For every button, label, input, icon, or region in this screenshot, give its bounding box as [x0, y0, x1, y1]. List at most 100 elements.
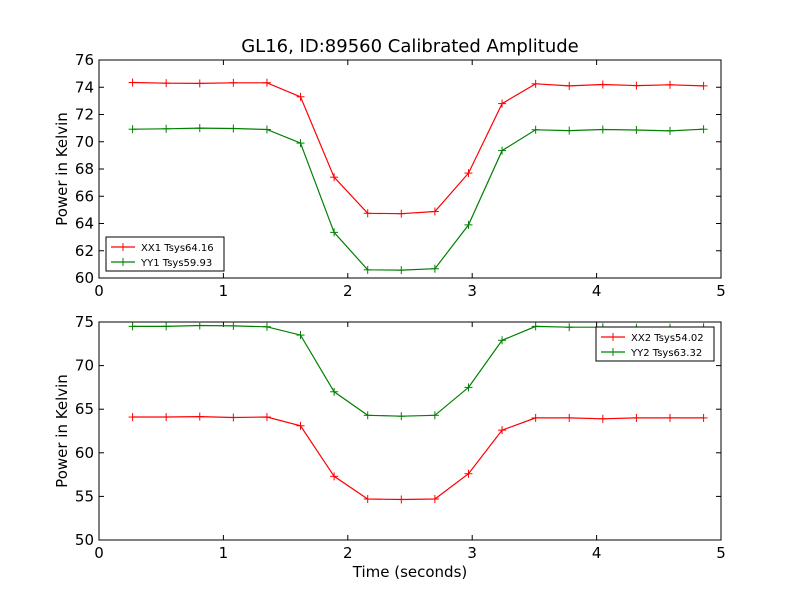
data-point: [128, 322, 137, 331]
data-point: [397, 412, 406, 421]
data-point: [598, 80, 607, 89]
legend-entry: YY2 Tsys63.32: [601, 348, 702, 359]
data-point: [296, 421, 305, 430]
top-panel: 0 1 2 3 4 5 60 62 64 66 68 70 72 74 76 Power in Kelvin X…: [53, 51, 726, 300]
data-point: [531, 79, 540, 88]
chart-title: GL16, ID:89560 Calibrated Amplitude: [241, 36, 579, 57]
data-point: [195, 124, 204, 133]
y-tick-label: 76: [75, 51, 94, 69]
data-point: [162, 79, 171, 88]
x-tick-label: 5: [716, 544, 726, 562]
data-point: [397, 209, 406, 218]
data-point: [430, 495, 439, 504]
legend: XX1 Tsys64.16 YY1 Tsys59.93: [105, 236, 225, 272]
y-tick-label: 65: [75, 400, 94, 418]
x-tick-label: 5: [716, 282, 726, 300]
data-point: [296, 139, 305, 148]
y-tick-label: 68: [75, 160, 94, 178]
y-tick-label: 70: [75, 133, 94, 151]
data-point: [430, 411, 439, 420]
plot-frame: [98, 321, 722, 541]
data-point: [363, 265, 372, 274]
data-point: [296, 331, 305, 340]
series-line: [132, 415, 704, 501]
x-tick-label: 4: [592, 282, 602, 300]
data-point: [430, 264, 439, 273]
data-point: [464, 220, 473, 229]
data-point: [464, 169, 473, 178]
y-tick-label: 50: [75, 531, 94, 549]
data-point: [498, 426, 507, 435]
data-point: [531, 413, 540, 422]
series-line: [132, 127, 704, 271]
x-axis-label: Time (seconds): [352, 563, 468, 581]
data-point: [162, 413, 171, 422]
data-point: [531, 322, 540, 331]
data-point: [397, 495, 406, 504]
data-point: [699, 81, 708, 90]
legend-box: [105, 236, 225, 272]
data-point: [262, 78, 271, 87]
data-point: [565, 81, 574, 90]
data-point: [229, 124, 238, 133]
data-point: [498, 336, 507, 345]
y-tick-label: 75: [75, 313, 94, 331]
data-point: [632, 81, 641, 90]
legend: XX2 Tsys54.02 YY2 Tsys63.32: [595, 326, 715, 362]
x-tick-label: 3: [467, 282, 477, 300]
x-tick-label: 1: [219, 544, 229, 562]
y-tick-label: 72: [75, 106, 94, 124]
legend-entry: YY1 Tsys59.93: [111, 258, 212, 269]
y-tick-label: 60: [75, 444, 94, 462]
data-point: [195, 79, 204, 88]
series-line: [132, 81, 704, 215]
data-point: [229, 321, 238, 330]
y-tick-label: 64: [75, 215, 94, 233]
y-tick-label: 70: [75, 357, 94, 375]
data-point: [699, 125, 708, 134]
x-tick-label: 0: [94, 282, 104, 300]
x-tick-label: 2: [343, 282, 353, 300]
legend-box: [595, 326, 715, 362]
data-point: [330, 173, 339, 182]
data-point: [632, 126, 641, 135]
legend-label: YY2 Tsys63.32: [630, 348, 702, 359]
legend-entry: XX2 Tsys54.02: [601, 333, 704, 344]
data-point: [330, 228, 339, 237]
data-point: [531, 125, 540, 134]
legend-entry: XX1 Tsys64.16: [111, 243, 214, 254]
y-tick-label: 55: [75, 487, 94, 505]
legend-label: XX1 Tsys64.16: [141, 243, 214, 254]
data-point: [430, 207, 439, 216]
data-point: [498, 99, 507, 108]
data-point: [565, 323, 574, 332]
data-point: [397, 266, 406, 275]
data-point: [699, 413, 708, 422]
data-point: [632, 413, 641, 422]
x-tick-label: 2: [343, 544, 353, 562]
data-point: [262, 413, 271, 422]
data-point: [464, 383, 473, 392]
data-point: [296, 92, 305, 101]
data-point: [665, 413, 674, 422]
data-point: [565, 413, 574, 422]
data-point: [330, 472, 339, 481]
data-point: [229, 78, 238, 87]
data-point: [598, 414, 607, 423]
legend-label: YY1 Tsys59.93: [140, 258, 212, 269]
data-point: [195, 412, 204, 421]
legend-label: XX2 Tsys54.02: [631, 333, 704, 344]
data-point: [195, 321, 204, 330]
data-point: [598, 125, 607, 134]
y-tick-label: 60: [75, 269, 94, 287]
y-tick-label: 62: [75, 242, 94, 260]
y-tick-label: 74: [75, 78, 94, 96]
y-axis-label: Power in Kelvin: [53, 374, 71, 488]
data-point: [464, 469, 473, 478]
x-tick-label: 4: [592, 544, 602, 562]
data-point: [363, 495, 372, 504]
x-tick-label: 3: [467, 544, 477, 562]
data-point: [665, 126, 674, 135]
